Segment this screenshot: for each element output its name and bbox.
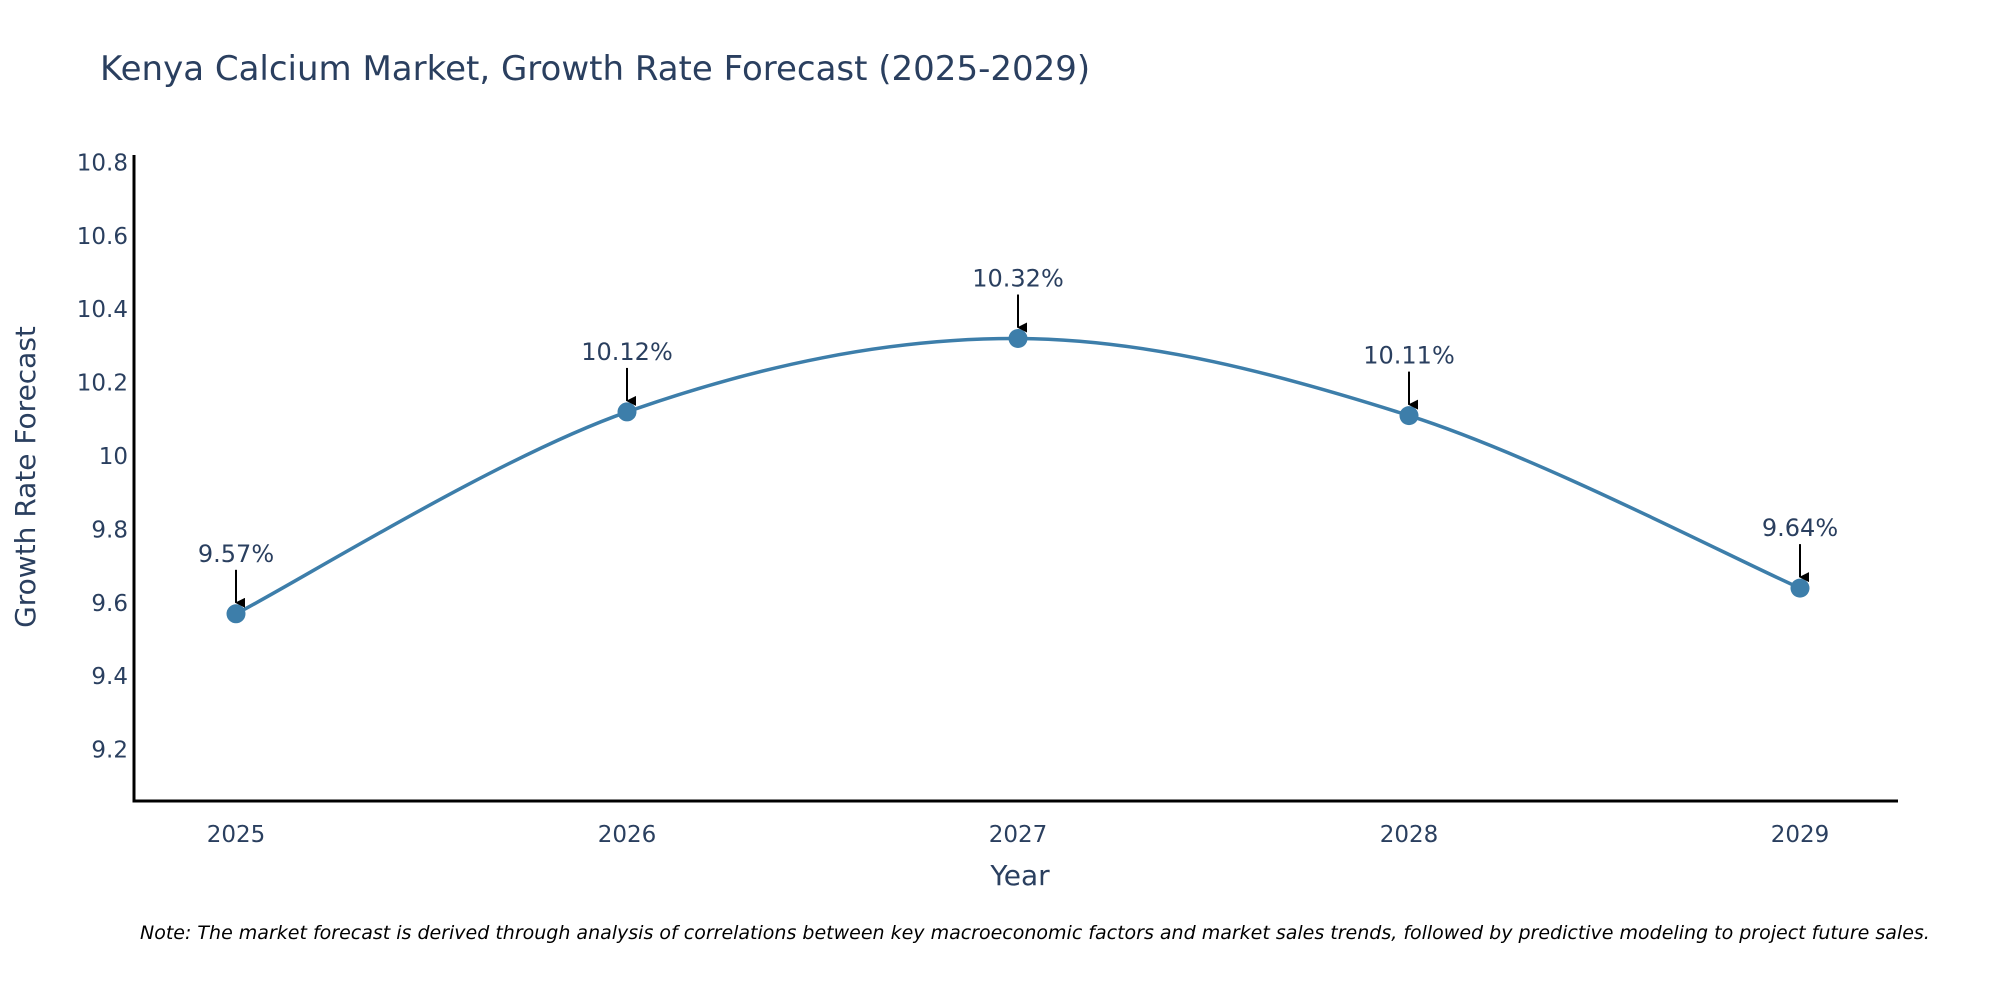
x-tick-label: 2029: [1771, 822, 1830, 848]
x-tick-label: 2025: [207, 822, 266, 848]
y-tick-label: 9.2: [91, 738, 128, 764]
x-tick-label: 2026: [598, 822, 657, 848]
footnote: Note: The market forecast is derived thr…: [140, 922, 1930, 944]
y-tick-label: 9.8: [91, 517, 128, 543]
x-tick-label: 2028: [1380, 822, 1439, 848]
y-tick-label: 10.6: [77, 224, 128, 250]
data-point[interactable]: [617, 402, 637, 422]
data-label: 10.12%: [581, 338, 673, 366]
x-tick-label: 2027: [989, 822, 1048, 848]
data-point[interactable]: [1399, 406, 1419, 426]
y-axis-ticks: 9.2 9.4 9.6 9.8 10 10.2 10.4 10.6 10.8: [77, 150, 128, 763]
y-tick-label: 9.6: [91, 591, 128, 617]
data-label: 10.11%: [1363, 342, 1455, 370]
chart-title: Kenya Calcium Market, Growth Rate Foreca…: [100, 49, 1090, 89]
y-tick-label: 10.4: [77, 297, 128, 323]
x-axis-ticks: 2025 2026 2027 2028 2029: [207, 822, 1830, 848]
y-axis-title: Growth Rate Forecast: [9, 326, 42, 628]
data-label: 10.32%: [972, 265, 1064, 293]
data-point[interactable]: [1008, 329, 1028, 349]
data-point[interactable]: [226, 604, 246, 624]
data-label: 9.57%: [198, 540, 274, 568]
y-tick-label: 10.2: [77, 371, 128, 397]
data-label: 9.64%: [1762, 514, 1838, 542]
data-point[interactable]: [1790, 578, 1810, 598]
data-labels: 9.57% 10.12% 10.32% 10.11% 9.64%: [198, 265, 1838, 608]
series-line: [235, 336, 1801, 616]
y-tick-label: 10.8: [77, 150, 128, 176]
y-tick-label: 9.4: [91, 664, 128, 690]
data-points: [226, 329, 1810, 624]
x-axis-title: Year: [989, 859, 1050, 892]
y-tick-label: 10: [99, 444, 128, 470]
